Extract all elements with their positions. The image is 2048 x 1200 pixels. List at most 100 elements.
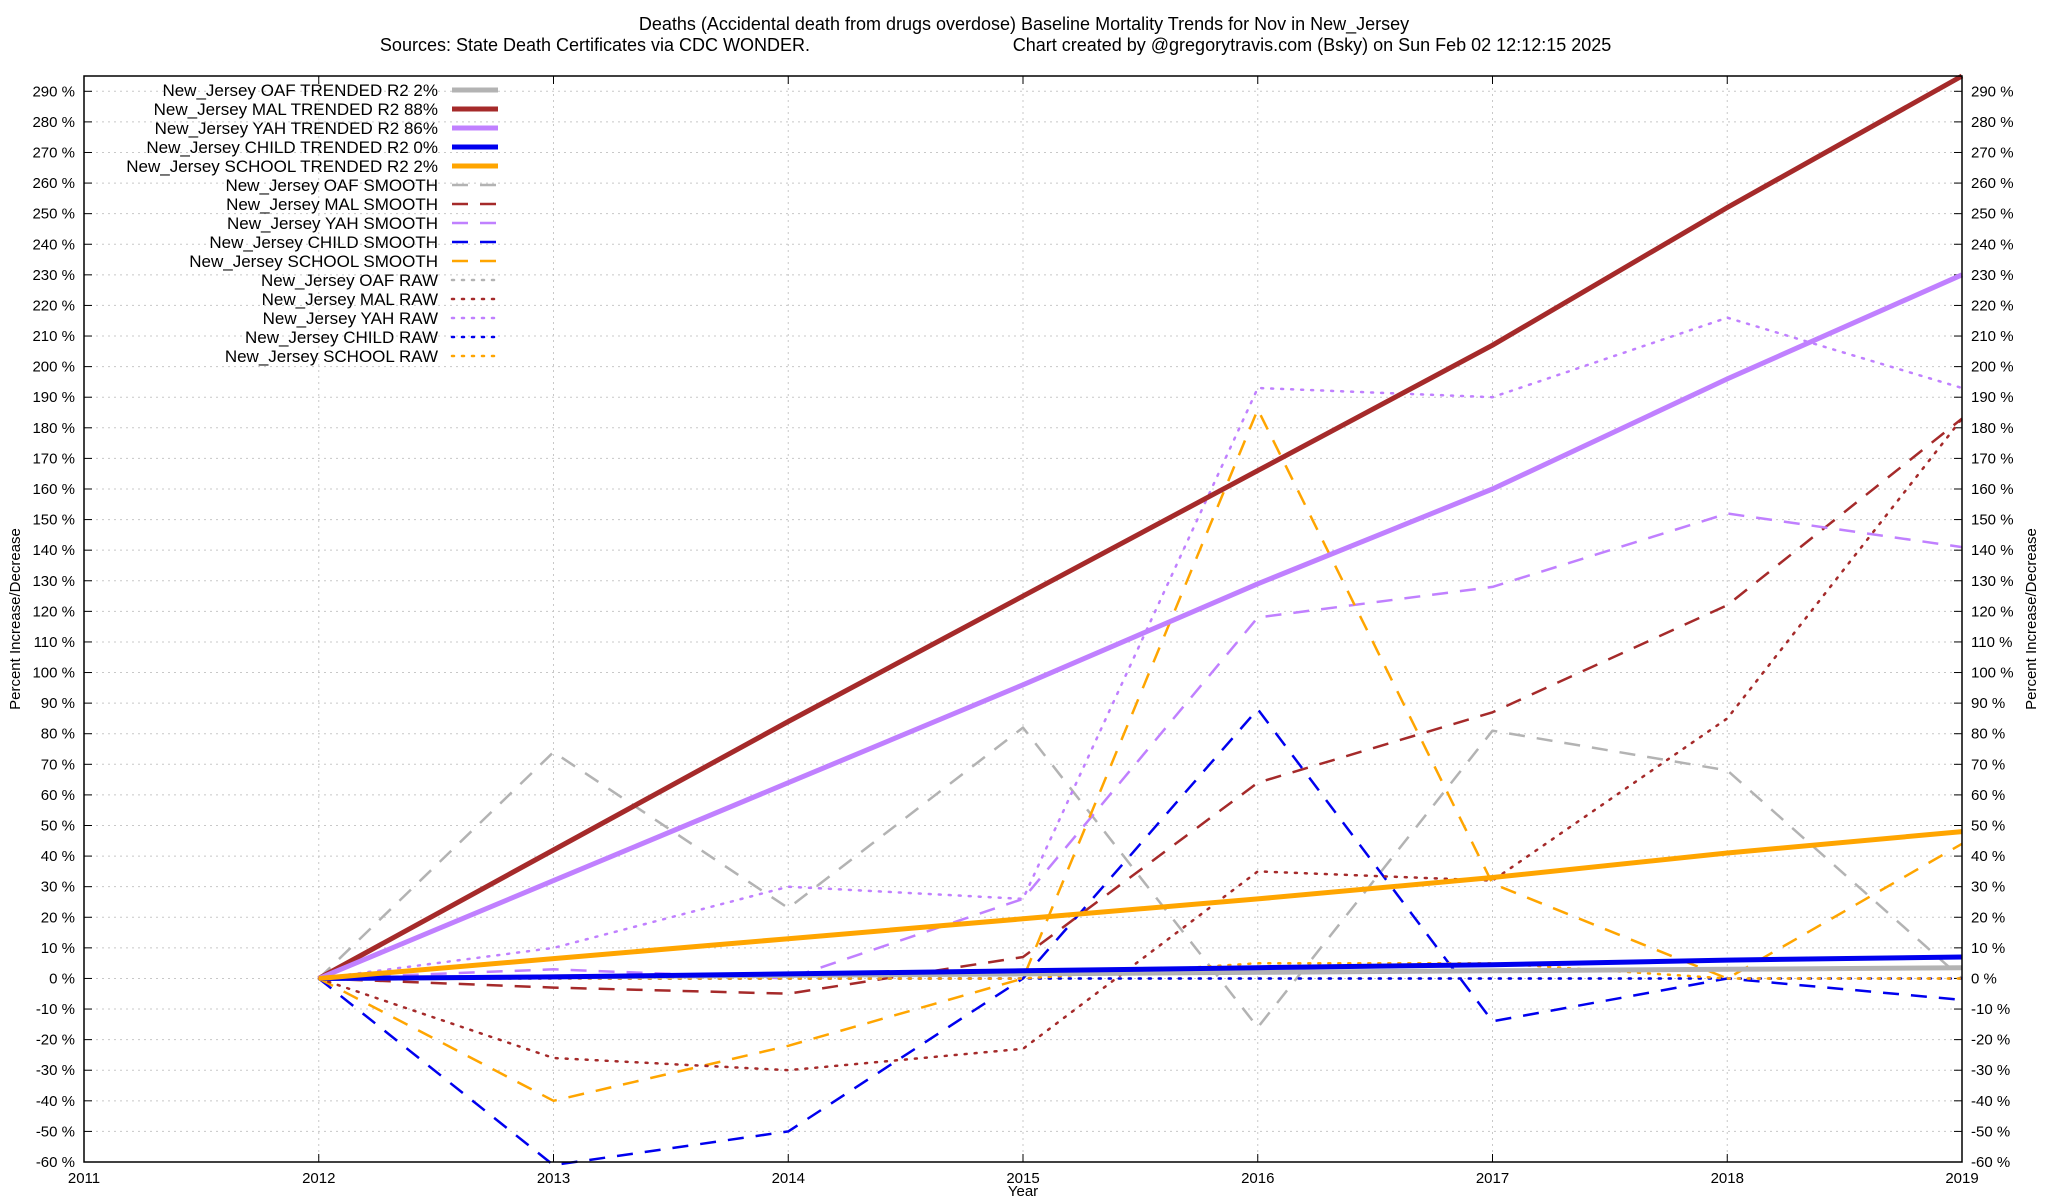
y2-tick-label: 130 % [1971, 573, 2014, 590]
y2-tick-label: 50 % [1971, 817, 2005, 834]
y-tick-label: 180 % [32, 420, 75, 437]
y2-tick-label: 240 % [1971, 236, 2014, 253]
x-tick-label: 2014 [772, 1170, 805, 1187]
legend-label-12: New_Jersey YAH RAW [263, 309, 438, 328]
y2-axis-label: Percent Increase/Decrease [2023, 528, 2040, 710]
y2-tick-label: 30 % [1971, 879, 2005, 896]
y-tick-label: 60 % [41, 787, 75, 804]
y-tick-label: 20 % [41, 909, 75, 926]
y-tick-label: 190 % [32, 389, 75, 406]
y2-tick-label: 60 % [1971, 787, 2005, 804]
legend-label-10: New_Jersey OAF RAW [261, 271, 438, 290]
y-tick-label: 220 % [32, 297, 75, 314]
y2-tick-label: 20 % [1971, 909, 2005, 926]
x-axis-label: Year [1008, 1183, 1038, 1200]
y-tick-label: -40 % [36, 1093, 75, 1110]
legend-label-5: New_Jersey OAF SMOOTH [225, 176, 438, 195]
y-tick-label: -10 % [36, 1001, 75, 1018]
y2-tick-label: 190 % [1971, 389, 2014, 406]
x-tick-label: 2019 [1945, 1170, 1978, 1187]
y-tick-label: 200 % [32, 359, 75, 376]
legend-label-0: New_Jersey OAF TRENDED R2 2% [162, 81, 438, 100]
x-tick-label: 2013 [537, 1170, 570, 1187]
series-line-3 [318, 954, 1963, 981]
y-tick-label: 280 % [32, 114, 75, 131]
series-line-1 [317, 73, 1964, 981]
y-tick-label: -60 % [36, 1154, 75, 1171]
y-tick-label: 10 % [41, 940, 75, 957]
series-line-5 [317, 726, 1963, 1029]
y-tick-label: 150 % [32, 512, 75, 529]
legend: New_Jersey OAF TRENDED R2 2% New_Jersey M… [126, 81, 500, 366]
y2-tick-label: 210 % [1971, 328, 2014, 345]
x-tick-label: 2018 [1711, 1170, 1744, 1187]
y-tick-label: 250 % [32, 206, 75, 223]
y-tick-label: 70 % [41, 756, 75, 773]
x-tick-label: 2012 [302, 1170, 335, 1187]
y2-tick-label: 150 % [1971, 512, 2014, 529]
y2-tick-label: 40 % [1971, 848, 2005, 865]
y2-tick-label: 270 % [1971, 144, 2014, 161]
series-line-8 [318, 707, 1963, 1167]
y2-tick-label: 250 % [1971, 206, 2014, 223]
y2-tick-label: -40 % [1971, 1093, 2010, 1110]
legend-label-3: New_Jersey CHILD TRENDED R2 0% [146, 138, 438, 157]
y2-tick-label: 170 % [1971, 450, 2014, 467]
legend-label-4: New_Jersey SCHOOL TRENDED R2 2% [126, 157, 438, 176]
legend-label-7: New_Jersey YAH SMOOTH [227, 214, 438, 233]
y-tick-label: 30 % [41, 879, 75, 896]
y-tick-label: 80 % [41, 726, 75, 743]
y-tick-label: 100 % [32, 665, 75, 682]
y-tick-label: 40 % [41, 848, 75, 865]
axis-layer: -60 % -60 % -50 % -50 % -40 % -40 % -30 % -30 %… [32, 76, 2014, 1187]
y2-tick-label: 140 % [1971, 542, 2014, 559]
y-tick-label: 160 % [32, 481, 75, 498]
y-tick-label: 210 % [32, 328, 75, 345]
y2-tick-label: 220 % [1971, 297, 2014, 314]
y2-tick-label: 100 % [1971, 665, 2014, 682]
x-tick-label: 2015 [1006, 1170, 1039, 1187]
y2-tick-label: -20 % [1971, 1032, 2010, 1049]
series-line-2 [317, 272, 1964, 981]
legend-label-9: New_Jersey SCHOOL SMOOTH [189, 252, 438, 271]
chart-source: Sources: State Death Certificates via CD… [380, 35, 810, 55]
y-tick-label: 120 % [32, 603, 75, 620]
y-tick-label: 290 % [32, 83, 75, 100]
y2-tick-label: 230 % [1971, 267, 2014, 284]
y-tick-label: 230 % [32, 267, 75, 284]
y2-tick-label: 70 % [1971, 756, 2005, 773]
legend-label-14: New_Jersey SCHOOL RAW [225, 347, 438, 366]
y2-tick-label: 90 % [1971, 695, 2005, 712]
y-tick-label: 0 % [49, 970, 75, 987]
y-tick-label: 130 % [32, 573, 75, 590]
y2-tick-label: 280 % [1971, 114, 2014, 131]
y-axis-label: Percent Increase/Decrease [7, 528, 24, 710]
y2-tick-label: 290 % [1971, 83, 2014, 100]
y-tick-label: 90 % [41, 695, 75, 712]
y-tick-label: -50 % [36, 1123, 75, 1140]
y-tick-label: 170 % [32, 450, 75, 467]
y2-tick-label: 80 % [1971, 726, 2005, 743]
y-tick-label: 270 % [32, 144, 75, 161]
y-tick-label: -30 % [36, 1062, 75, 1079]
y2-tick-label: 260 % [1971, 175, 2014, 192]
y-tick-label: 260 % [32, 175, 75, 192]
x-tick-label: 2017 [1476, 1170, 1509, 1187]
chart-title: Deaths (Accidental death from drugs over… [639, 14, 1409, 35]
grid-layer [83, 76, 1963, 1163]
y2-tick-label: 160 % [1971, 481, 2014, 498]
y2-tick-label: 110 % [1971, 634, 2012, 651]
y2-tick-label: -10 % [1971, 1001, 2010, 1018]
legend-label-11: New_Jersey MAL RAW [262, 290, 438, 309]
y-tick-label: 140 % [32, 542, 75, 559]
y-tick-label: 50 % [41, 817, 75, 834]
series-layer [317, 73, 1964, 1167]
legend-label-2: New_Jersey YAH TRENDED R2 86% [155, 119, 438, 138]
legend-label-8: New_Jersey CHILD SMOOTH [209, 233, 438, 252]
y2-tick-label: -60 % [1971, 1154, 2010, 1171]
y2-tick-label: -50 % [1971, 1123, 2010, 1140]
series-line-9 [318, 408, 1963, 1103]
y2-tick-label: 10 % [1971, 940, 2005, 957]
y-tick-label: -20 % [36, 1032, 75, 1049]
